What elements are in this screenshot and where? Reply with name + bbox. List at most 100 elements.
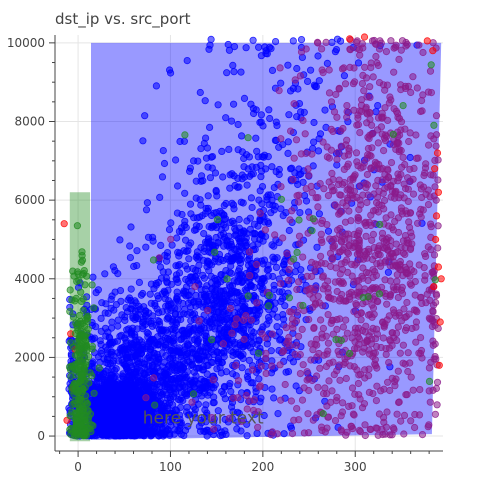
data-point xyxy=(284,149,292,157)
data-point xyxy=(98,430,106,438)
data-point xyxy=(210,209,218,217)
data-point xyxy=(375,290,383,298)
data-point xyxy=(384,173,393,182)
data-point xyxy=(350,411,358,419)
data-point xyxy=(197,145,205,153)
data-point xyxy=(350,106,358,114)
data-point xyxy=(202,154,211,162)
data-point xyxy=(245,255,253,263)
data-point xyxy=(106,359,115,368)
data-point xyxy=(285,226,293,235)
data-point xyxy=(400,411,409,419)
annotation-layer: here your text xyxy=(143,408,264,428)
data-point xyxy=(268,66,277,75)
data-point xyxy=(201,97,209,105)
data-point xyxy=(247,316,255,324)
data-point xyxy=(413,219,422,227)
data-point xyxy=(404,197,412,205)
data-point xyxy=(117,414,126,422)
data-point xyxy=(390,68,398,76)
data-point xyxy=(305,386,313,395)
data-point xyxy=(264,153,272,161)
data-point xyxy=(135,427,143,436)
data-point xyxy=(373,59,381,67)
data-point xyxy=(251,230,259,238)
data-point xyxy=(234,394,242,402)
data-point xyxy=(209,399,217,407)
data-point xyxy=(348,402,356,410)
data-point xyxy=(299,116,307,125)
data-point xyxy=(381,258,389,266)
data-point xyxy=(323,402,331,410)
data-point xyxy=(385,252,394,260)
data-point xyxy=(246,214,254,222)
data-point xyxy=(248,366,257,374)
data-point xyxy=(273,122,281,130)
data-point xyxy=(60,220,68,228)
data-point xyxy=(202,204,210,213)
data-point xyxy=(188,398,196,406)
data-point xyxy=(279,234,287,242)
data-point xyxy=(355,426,364,434)
data-point xyxy=(361,421,369,429)
data-point xyxy=(363,93,371,101)
data-point xyxy=(399,237,407,245)
data-point xyxy=(277,135,285,143)
data-point xyxy=(216,324,224,333)
data-point xyxy=(343,108,351,116)
data-point xyxy=(427,61,435,69)
data-point xyxy=(352,300,360,308)
data-point xyxy=(99,393,107,402)
data-point xyxy=(290,416,298,424)
data-point xyxy=(398,290,407,298)
data-point xyxy=(342,316,350,324)
data-point xyxy=(365,388,373,396)
data-point xyxy=(88,359,96,367)
data-point xyxy=(68,384,76,392)
data-point xyxy=(152,82,160,90)
data-point xyxy=(425,387,433,395)
data-point xyxy=(89,273,97,281)
data-point xyxy=(409,190,418,198)
data-point xyxy=(362,74,371,82)
x-tick-label: 100 xyxy=(159,460,182,474)
data-point xyxy=(299,301,307,310)
data-point xyxy=(309,215,317,223)
data-point xyxy=(84,352,93,361)
data-point xyxy=(201,318,209,326)
data-point xyxy=(206,174,214,182)
data-point xyxy=(226,304,234,313)
data-point xyxy=(434,176,442,184)
data-point xyxy=(302,149,310,157)
data-point xyxy=(314,194,322,202)
data-point xyxy=(431,235,440,244)
data-point xyxy=(171,379,179,387)
data-point xyxy=(383,116,392,125)
data-point xyxy=(432,384,440,393)
data-point xyxy=(373,193,382,201)
data-point xyxy=(394,398,403,407)
data-point xyxy=(255,375,263,383)
data-point xyxy=(309,416,317,424)
data-point xyxy=(88,281,96,289)
data-point xyxy=(355,235,363,244)
data-point xyxy=(434,263,442,271)
data-point xyxy=(373,382,381,390)
data-point xyxy=(97,327,105,335)
data-point xyxy=(238,132,246,140)
data-point xyxy=(407,417,415,425)
data-point xyxy=(101,309,109,317)
data-point xyxy=(223,69,231,77)
data-point xyxy=(316,252,325,260)
data-point xyxy=(316,316,325,324)
data-point xyxy=(205,45,213,53)
data-point xyxy=(380,237,388,245)
data-point xyxy=(249,379,257,387)
data-point xyxy=(387,237,395,245)
data-point xyxy=(331,416,340,425)
data-point xyxy=(361,218,370,226)
data-point xyxy=(120,430,128,438)
data-point xyxy=(329,295,338,303)
data-point xyxy=(434,188,442,196)
data-point xyxy=(238,364,246,372)
